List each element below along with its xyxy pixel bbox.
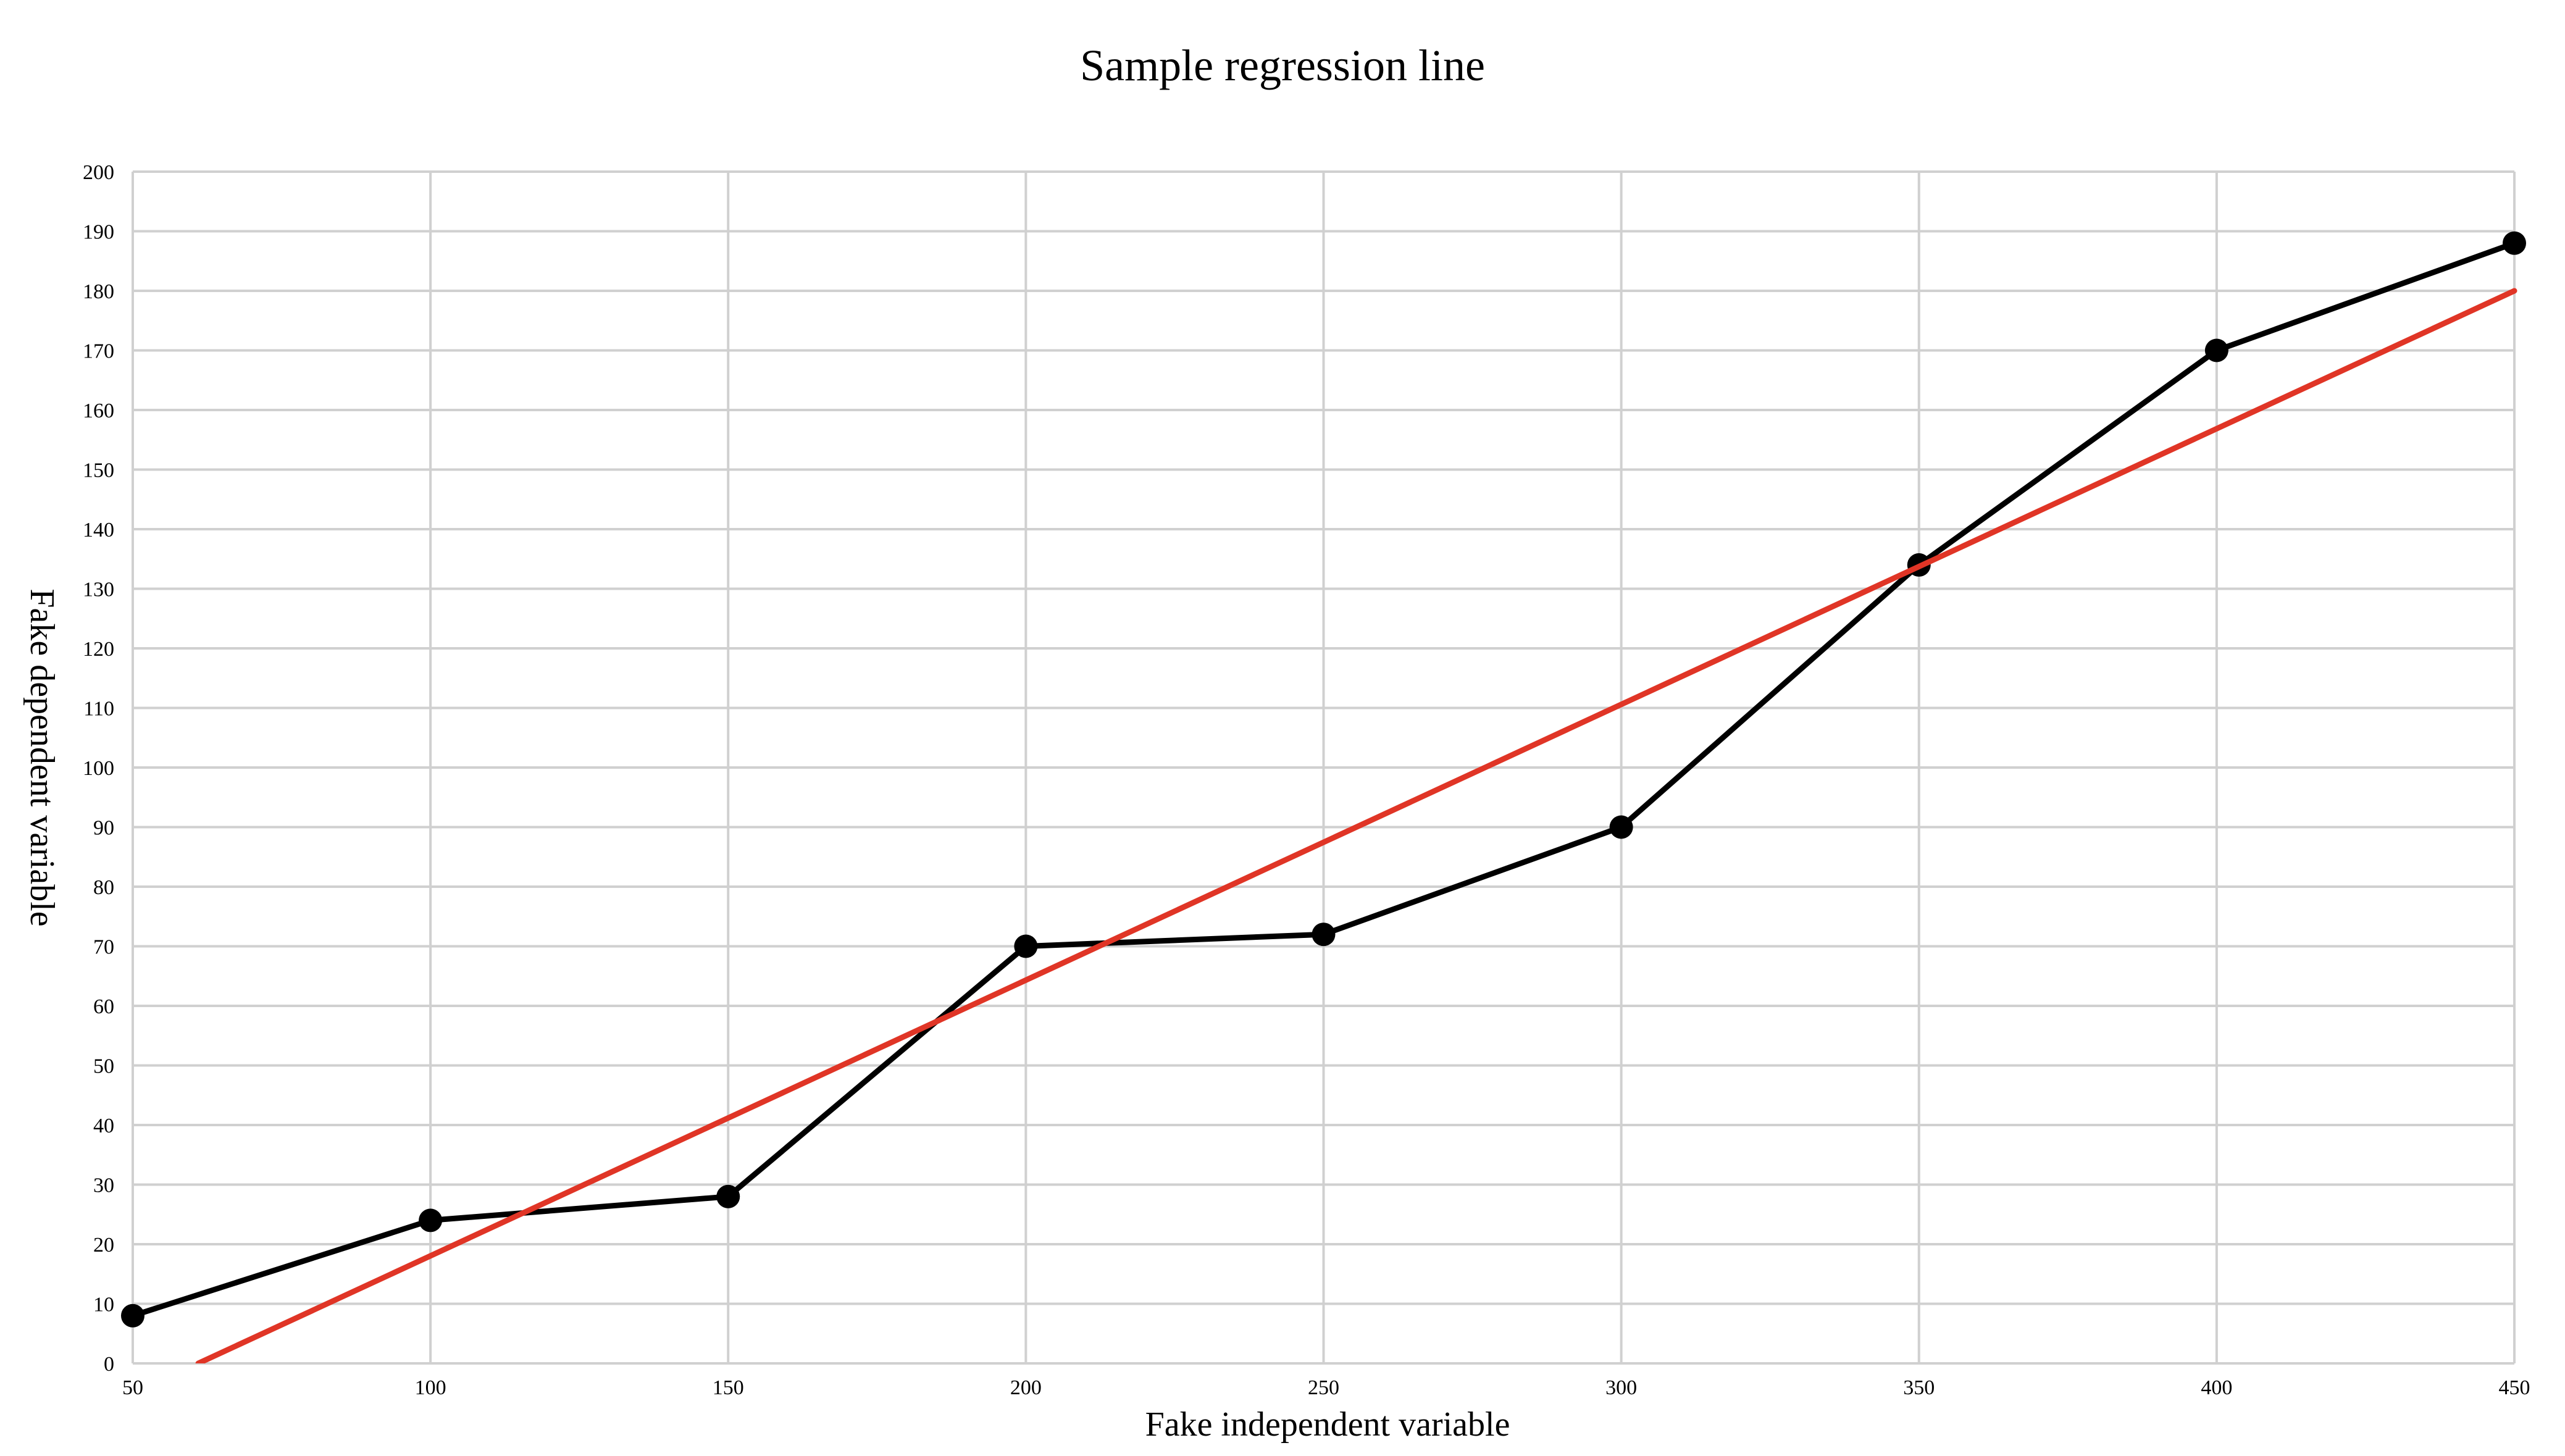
x-tick-100: 100 <box>415 1376 446 1399</box>
y-tick-70: 70 <box>93 936 114 959</box>
data-point-200 <box>1014 934 1038 958</box>
y-tick-labels: 0 10 20 30 40 50 60 70 80 90 100 110 120 130 140 150 160… <box>83 161 114 1376</box>
y-tick-170: 170 <box>83 340 114 363</box>
y-tick-50: 50 <box>93 1055 114 1078</box>
y-tick-110: 110 <box>83 698 114 721</box>
y-tick-200: 200 <box>83 161 114 184</box>
x-tick-150: 150 <box>713 1376 744 1399</box>
x-tick-labels: 50 100 150 200 250 300 350 400 450 <box>122 1376 2530 1399</box>
chart-title: Sample regression line <box>1080 41 1485 90</box>
y-tick-40: 40 <box>93 1115 114 1137</box>
x-axis-label: Fake independent variable <box>1145 1405 1510 1444</box>
x-tick-350: 350 <box>1903 1376 1935 1399</box>
y-tick-140: 140 <box>83 519 114 542</box>
x-tick-250: 250 <box>1308 1376 1339 1399</box>
y-tick-150: 150 <box>83 459 114 482</box>
y-tick-30: 30 <box>93 1174 114 1197</box>
y-tick-80: 80 <box>93 876 114 899</box>
y-tick-0: 0 <box>104 1353 114 1376</box>
data-point-450 <box>2503 231 2526 255</box>
y-tick-90: 90 <box>93 817 114 840</box>
y-tick-20: 20 <box>93 1234 114 1257</box>
data-point-300 <box>1609 815 1633 839</box>
y-tick-190: 190 <box>83 221 114 244</box>
y-axis-label: Fake dependent variable <box>23 588 61 926</box>
y-tick-120: 120 <box>83 638 114 661</box>
y-tick-180: 180 <box>83 280 114 303</box>
data-point-100 <box>419 1208 443 1232</box>
x-tick-400: 400 <box>2201 1376 2232 1399</box>
x-tick-450: 450 <box>2499 1376 2530 1399</box>
series-layer <box>121 231 2526 1363</box>
grid <box>132 170 2516 1365</box>
y-tick-60: 60 <box>93 995 114 1018</box>
data-point-400 <box>2204 338 2228 362</box>
x-tick-300: 300 <box>1605 1376 1637 1399</box>
y-tick-100: 100 <box>83 757 114 780</box>
regression-line <box>195 288 2517 1363</box>
x-tick-50: 50 <box>122 1376 143 1399</box>
x-tick-200: 200 <box>1010 1376 1042 1399</box>
data-point-250 <box>1312 923 1336 947</box>
data-point-150 <box>716 1184 740 1208</box>
y-tick-10: 10 <box>93 1294 114 1316</box>
data-point-50 <box>121 1303 144 1328</box>
y-tick-130: 130 <box>83 579 114 601</box>
y-tick-160: 160 <box>83 400 114 422</box>
